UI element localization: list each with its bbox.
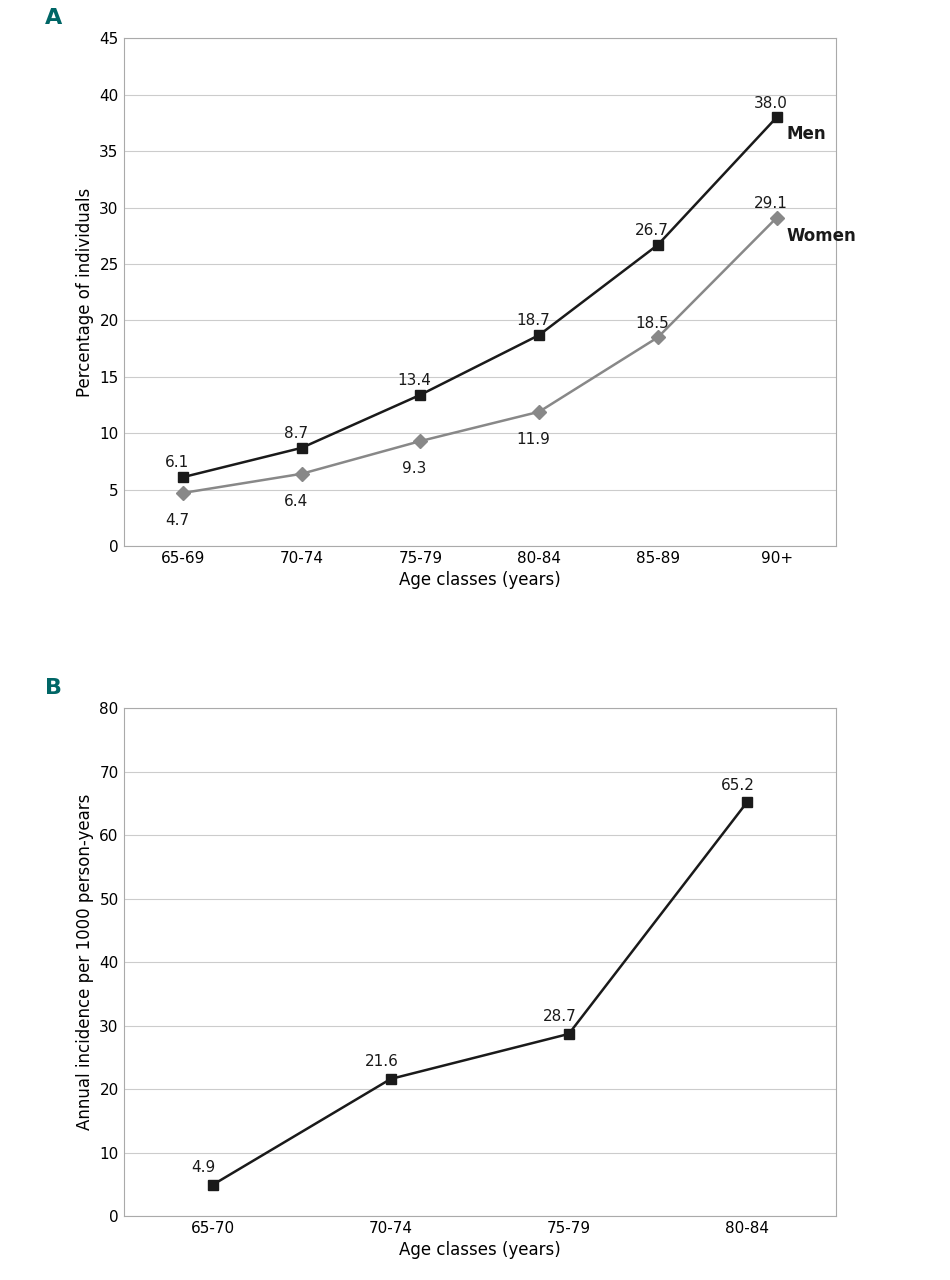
Text: 21.6: 21.6 [365, 1055, 399, 1069]
Text: 8.7: 8.7 [284, 426, 308, 442]
Text: 6.1: 6.1 [164, 456, 189, 471]
Text: 26.7: 26.7 [635, 223, 669, 238]
Text: 18.7: 18.7 [516, 314, 550, 328]
Text: 11.9: 11.9 [516, 433, 550, 447]
Text: 4.9: 4.9 [192, 1161, 216, 1175]
Text: A: A [46, 8, 63, 28]
Text: 18.5: 18.5 [635, 316, 669, 330]
Text: 65.2: 65.2 [721, 778, 755, 792]
Text: 28.7: 28.7 [543, 1010, 577, 1024]
Text: Men: Men [787, 125, 826, 143]
Text: 4.7: 4.7 [165, 513, 189, 529]
Text: 9.3: 9.3 [402, 461, 427, 476]
Text: 13.4: 13.4 [397, 372, 431, 388]
Text: 29.1: 29.1 [753, 196, 788, 211]
Y-axis label: Annual incidence per 1000 person-years: Annual incidence per 1000 person-years [76, 794, 94, 1130]
X-axis label: Age classes (years): Age classes (years) [399, 571, 560, 589]
Text: 6.4: 6.4 [283, 494, 308, 509]
X-axis label: Age classes (years): Age classes (years) [399, 1242, 560, 1260]
Text: Women: Women [787, 227, 856, 244]
Text: 38.0: 38.0 [753, 96, 788, 110]
Text: B: B [46, 678, 62, 698]
Y-axis label: Percentage of individuals: Percentage of individuals [76, 188, 94, 397]
